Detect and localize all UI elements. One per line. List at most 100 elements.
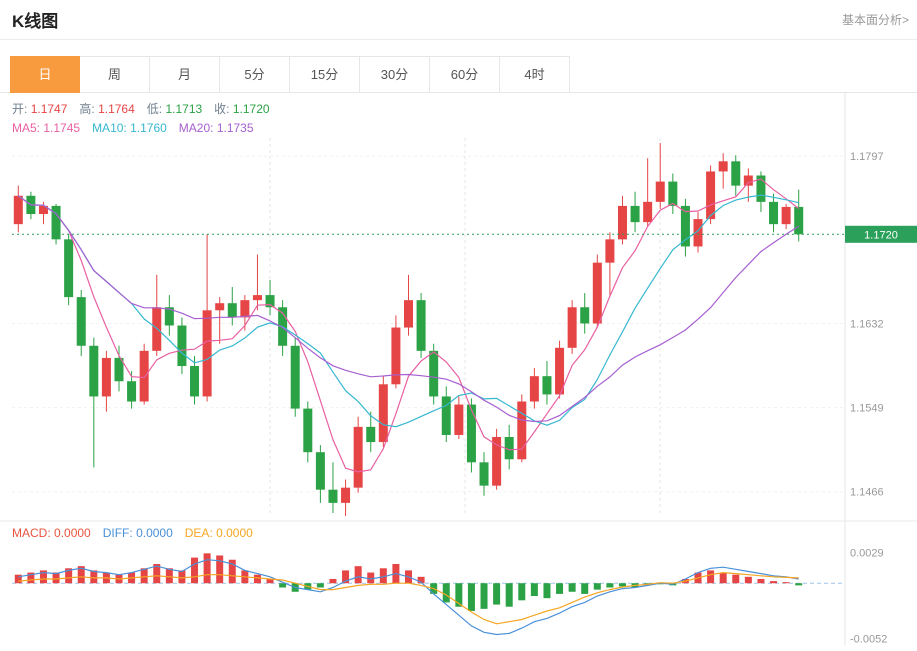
ma10-line — [17, 194, 799, 428]
candle-body — [617, 205, 627, 240]
candle-body — [391, 327, 401, 385]
tab-周[interactable]: 周 — [80, 56, 150, 93]
candle-body — [580, 307, 590, 324]
macd-axis-label: -0.0052 — [850, 634, 887, 646]
tab-日[interactable]: 日 — [10, 56, 80, 93]
candle-body — [542, 376, 552, 395]
candle-body — [378, 384, 388, 443]
macd-bar — [90, 570, 98, 584]
candle-body — [164, 307, 174, 326]
macd-histogram — [14, 553, 803, 611]
timeframe-tabs: 日周月 5分 15分 30分 60分 4时 — [0, 56, 917, 93]
candle-body — [529, 376, 539, 402]
macd-bar — [467, 583, 475, 611]
macd-bar — [581, 583, 589, 594]
macd-bar — [493, 583, 501, 605]
candle-body — [567, 307, 577, 348]
diff-line — [18, 559, 799, 636]
current-price-tag-label: 1.1720 — [864, 229, 898, 241]
macd-bar — [568, 583, 576, 592]
candle-body — [366, 426, 376, 443]
ma20-line — [17, 195, 800, 423]
candle-body — [315, 452, 325, 490]
candle-body — [252, 295, 262, 301]
macd-bar — [543, 583, 551, 599]
kline-chart[interactable]: 1.1720 1.1797 1.1632 1.1549 1.1466 0.0029 -0.0… — [0, 93, 917, 651]
price-axis-label: 1.1797 — [850, 151, 884, 163]
macd-bar — [505, 583, 513, 607]
candle-body — [781, 206, 791, 225]
macd-bar — [316, 583, 324, 588]
tab-4时[interactable]: 4时 — [500, 56, 570, 93]
current-price-tag — [845, 225, 917, 243]
macd-bar — [719, 572, 727, 584]
candle-body — [504, 436, 514, 460]
candle-body — [794, 206, 804, 235]
candle-body — [139, 350, 149, 402]
macd-bar — [153, 564, 161, 584]
tab-30分[interactable]: 30分 — [360, 56, 430, 93]
candle-body — [127, 381, 137, 402]
macd-bar — [253, 574, 261, 584]
price-axis-label: 1.1549 — [850, 403, 884, 415]
candle-body — [718, 161, 728, 172]
macd-bar — [593, 583, 601, 590]
macd-bar — [744, 576, 752, 584]
macd-bar — [770, 581, 778, 584]
candle-body — [466, 404, 476, 463]
candle-body — [114, 357, 124, 382]
macd-bar — [65, 568, 73, 584]
macd-bar — [342, 570, 350, 584]
price-axis-label: 1.1466 — [850, 487, 884, 499]
chart-area: 1.1720 1.1797 1.1632 1.1549 1.1466 0.0029 -0.0… — [0, 93, 917, 651]
macd-bar — [203, 553, 211, 584]
candle-body — [341, 487, 351, 503]
tab-15分[interactable]: 15分 — [290, 56, 360, 93]
candle-body — [630, 205, 640, 223]
candle-body — [265, 295, 275, 308]
candle-body — [328, 489, 338, 503]
macd-bar — [606, 583, 614, 588]
macd-bar — [39, 570, 47, 584]
ma5-line — [17, 178, 800, 473]
candle-body — [215, 303, 225, 311]
macd-bar — [216, 555, 224, 584]
candle-body — [303, 408, 313, 453]
price-axis-label: 1.1632 — [850, 318, 884, 330]
candle-body — [680, 205, 690, 247]
macd-bar — [279, 583, 287, 588]
candle-body — [89, 345, 99, 397]
candle-body — [605, 239, 615, 263]
candle-body — [479, 462, 489, 486]
macd-bar — [379, 568, 387, 584]
macd-bar — [556, 583, 564, 594]
header: K线图 基本面分析> — [0, 0, 917, 40]
macd-bar — [165, 568, 173, 584]
fundamental-analysis-link[interactable]: 基本面分析> — [841, 13, 909, 27]
candle-body — [441, 396, 451, 435]
macd-bar — [480, 583, 488, 609]
candle-body — [38, 205, 48, 215]
macd-bar — [707, 570, 715, 584]
candle-body — [668, 181, 678, 206]
candle-body — [492, 436, 502, 486]
candle-body — [454, 404, 464, 435]
tab-60分[interactable]: 60分 — [430, 56, 500, 93]
macd-bar — [455, 583, 463, 607]
tab-5分[interactable]: 5分 — [220, 56, 290, 93]
candle-body — [706, 171, 716, 220]
macd-bar — [354, 566, 362, 584]
candle-body — [643, 201, 653, 223]
macd-bar — [367, 572, 375, 584]
macd-bar — [442, 583, 450, 603]
candle-body — [731, 161, 741, 186]
macd-bar — [329, 578, 337, 584]
candle-body — [555, 347, 565, 395]
candle-body — [290, 345, 300, 409]
tab-月[interactable]: 月 — [150, 56, 220, 93]
candle-body — [693, 219, 703, 247]
macd-bar — [782, 582, 790, 584]
candles — [13, 143, 804, 517]
macd-bar — [757, 578, 765, 584]
candle-body — [202, 310, 212, 397]
